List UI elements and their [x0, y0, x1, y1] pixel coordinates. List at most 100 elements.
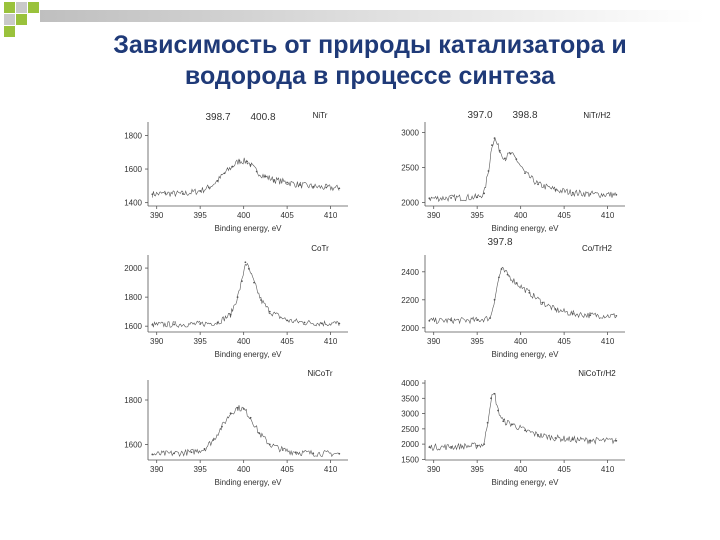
data-point	[450, 445, 452, 448]
data-point	[173, 452, 175, 455]
data-point	[493, 298, 496, 301]
data-point	[524, 172, 526, 175]
spectrum-line	[429, 393, 617, 451]
data-point	[299, 184, 302, 186]
y-tick-label: 1600	[124, 322, 142, 331]
data-point	[203, 447, 206, 450]
data-point	[286, 181, 289, 184]
spectrum-panel: 390 395 400 405 410 2000 2500 3000 Binding energ…	[401, 110, 625, 233]
data-point	[502, 420, 505, 423]
x-tick-label: 400	[237, 337, 251, 346]
data-point	[294, 451, 297, 454]
data-point	[589, 314, 592, 317]
y-tick-label: 1800	[124, 396, 142, 405]
spectrum-panel: 390 395 400 405 410 2000 2200 2400 Binding energ…	[401, 237, 625, 359]
corner-square	[4, 2, 15, 13]
panel-label: CoTr	[311, 244, 329, 253]
y-tick-label: 1500	[401, 455, 419, 464]
data-point	[247, 267, 250, 270]
data-point	[498, 149, 501, 152]
x-tick-label: 390	[150, 211, 164, 220]
x-tick-label: 395	[193, 465, 207, 474]
x-axis-title: Binding energy, eV	[214, 478, 282, 487]
y-tick-label: 2000	[401, 324, 419, 333]
data-point	[151, 193, 154, 196]
data-point	[264, 175, 267, 178]
data-point	[207, 186, 210, 189]
data-point	[476, 444, 479, 447]
x-tick-label: 405	[280, 465, 294, 474]
data-point	[238, 159, 241, 162]
x-tick-label: 400	[514, 211, 528, 220]
data-point	[151, 323, 154, 326]
peak-annotation: 397.0	[467, 110, 492, 121]
y-tick-label: 3500	[401, 394, 419, 403]
data-point	[244, 261, 247, 264]
y-tick-label: 2000	[401, 199, 419, 208]
data-point	[338, 452, 341, 455]
panel-label: NiCoTr	[307, 369, 332, 378]
x-tick-label: 405	[280, 211, 294, 220]
data-point	[199, 323, 202, 325]
data-point	[241, 280, 243, 283]
data-point	[229, 313, 232, 316]
x-tick-label: 410	[324, 211, 338, 220]
x-tick-label: 400	[514, 337, 528, 346]
data-point	[487, 170, 490, 172]
x-tick-label: 410	[324, 337, 338, 346]
data-point	[615, 315, 618, 317]
panel-label: NiCoTr/H2	[578, 369, 616, 378]
x-tick-label: 410	[324, 465, 338, 474]
data-point	[281, 449, 284, 451]
data-point	[428, 197, 431, 200]
panel-label: Co/TrH2	[582, 244, 612, 253]
x-tick-label: 410	[601, 211, 615, 220]
data-point	[151, 453, 154, 456]
x-tick-label: 390	[150, 337, 164, 346]
data-point	[537, 434, 539, 436]
y-tick-label: 1400	[124, 199, 142, 208]
data-point	[589, 193, 592, 196]
peak-annotation: 400.8	[250, 112, 275, 123]
data-point	[260, 299, 262, 301]
y-tick-label: 2400	[401, 268, 419, 277]
data-point	[450, 197, 452, 199]
y-tick-label: 4000	[401, 379, 419, 388]
data-point	[506, 273, 509, 276]
x-axis-title: Binding energy, eV	[491, 478, 559, 487]
data-point	[571, 438, 574, 441]
data-point	[500, 268, 503, 270]
data-point	[255, 170, 258, 173]
data-point	[483, 443, 486, 446]
spectrum-line	[152, 405, 340, 458]
data-point	[258, 432, 261, 435]
data-point	[190, 451, 193, 454]
corner-square	[28, 2, 39, 13]
data-point	[321, 322, 323, 325]
data-point	[312, 452, 315, 455]
data-point	[229, 412, 232, 415]
data-point	[303, 321, 306, 324]
x-axis-title: Binding energy, eV	[491, 224, 559, 233]
data-point	[509, 152, 512, 155]
slide-title: Зависимость от природы катализатора и во…	[40, 30, 700, 92]
data-point	[541, 301, 544, 304]
data-point	[221, 425, 223, 428]
data-point	[450, 319, 452, 322]
data-point	[489, 317, 492, 319]
y-tick-label: 2200	[401, 296, 419, 305]
data-point	[571, 191, 574, 194]
data-point	[236, 406, 239, 409]
y-tick-label: 1800	[124, 293, 142, 302]
x-axis-title: Binding energy, eV	[214, 350, 282, 359]
x-tick-label: 390	[427, 211, 441, 220]
x-tick-label: 390	[150, 465, 164, 474]
x-tick-label: 400	[514, 465, 528, 474]
y-tick-label: 1800	[124, 131, 142, 140]
corner-square	[4, 14, 15, 25]
panel-label: NiTr	[313, 111, 328, 120]
spectrum-panel: 390 395 400 405 410 1500 2000 2500 3000 3500 4000 B…	[401, 369, 625, 487]
data-point	[491, 144, 493, 147]
data-point	[249, 416, 252, 419]
y-tick-label: 2500	[401, 425, 419, 434]
